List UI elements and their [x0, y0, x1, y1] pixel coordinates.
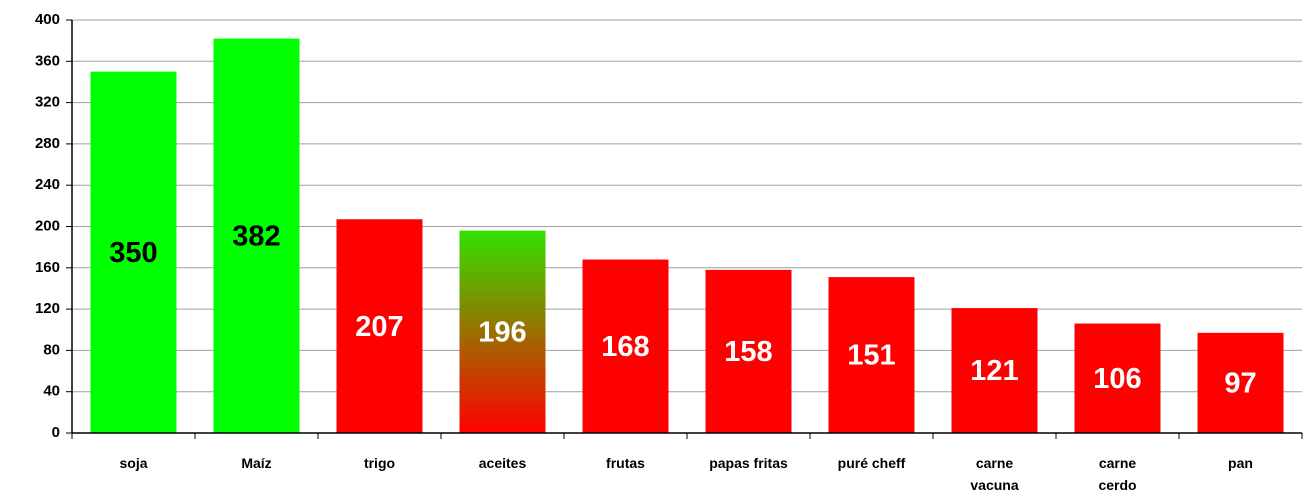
y-tick-label: 280 [35, 135, 60, 152]
y-tick-label: 160 [35, 259, 60, 276]
x-tick-label: carne vacuna [970, 455, 1019, 493]
data-label: 97 [1224, 368, 1256, 400]
data-label: 196 [478, 316, 526, 348]
data-label: 207 [355, 311, 403, 343]
bar [336, 219, 423, 433]
x-tick-label: puré cheff [837, 455, 906, 471]
x-tick-label: Maíz [241, 455, 272, 471]
x-tick-label: papas fritas [709, 455, 788, 471]
y-tick-label: 80 [43, 341, 60, 358]
bar [582, 259, 669, 433]
x-tick-label: soja [119, 455, 148, 471]
y-tick-label: 200 [35, 217, 60, 234]
y-tick-label: 40 [43, 383, 60, 400]
data-label: 121 [970, 355, 1018, 387]
y-tick-label: 320 [35, 94, 60, 111]
bar [213, 38, 300, 434]
data-label: 350 [109, 237, 157, 269]
x-tick-label: carne cerdo [1098, 455, 1137, 493]
data-label: 151 [847, 340, 895, 372]
x-tick-label: trigo [363, 455, 396, 471]
bar [1074, 323, 1161, 433]
y-tick-label: 240 [35, 176, 60, 193]
x-tick-label: pan [1228, 455, 1253, 471]
bar [90, 71, 177, 433]
x-tick-label: frutas [606, 455, 645, 471]
data-label: 158 [724, 336, 772, 368]
x-tick-label: aceites [478, 455, 527, 471]
bar [951, 308, 1038, 433]
data-label: 382 [232, 220, 280, 252]
y-tick-label: 0 [52, 424, 60, 441]
bar [1197, 332, 1284, 433]
bar [828, 277, 915, 433]
bar [705, 269, 792, 433]
y-tick-label: 360 [35, 52, 60, 69]
data-label: 106 [1093, 363, 1141, 395]
y-tick-label: 120 [35, 300, 60, 317]
data-label: 168 [601, 331, 649, 363]
y-tick-label: 400 [35, 11, 60, 28]
bar [459, 230, 546, 433]
